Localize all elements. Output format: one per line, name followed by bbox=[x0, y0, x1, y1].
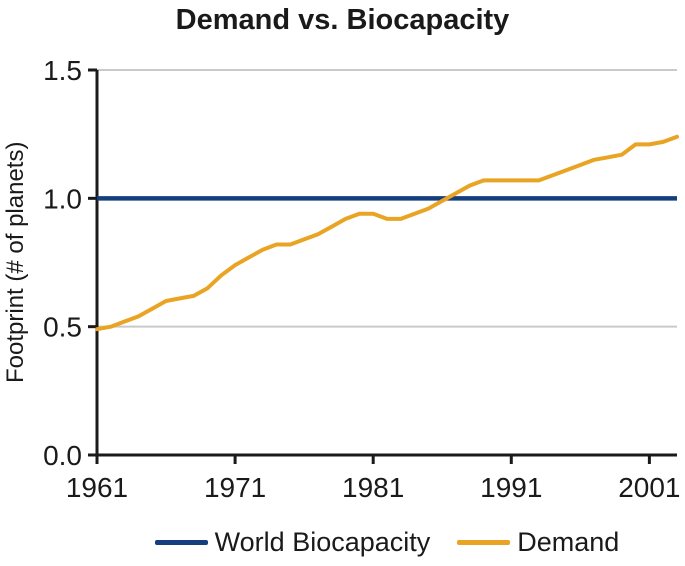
x-tick-label: 2001 bbox=[618, 472, 680, 503]
x-tick-label: 1991 bbox=[480, 472, 542, 503]
legend-item-demand: Demand bbox=[457, 527, 619, 558]
legend-label-world-biocapacity: World Biocapacity bbox=[214, 526, 431, 557]
legend-item-world-biocapacity: World Biocapacity bbox=[154, 526, 431, 558]
y-tick-label: 1.5 bbox=[43, 55, 82, 86]
x-tick-label: 1971 bbox=[204, 472, 266, 503]
x-tick-label: 1981 bbox=[342, 472, 404, 503]
x-tick-label: 1961 bbox=[66, 472, 128, 503]
y-tick-label: 0.5 bbox=[43, 312, 82, 343]
demand-line bbox=[95, 134, 679, 332]
chart-legend: World Biocapacity Demand bbox=[97, 524, 677, 560]
legend-swatch-world-biocapacity-line bbox=[154, 539, 208, 545]
y-tick-label: 1.0 bbox=[43, 183, 82, 214]
y-tick-label: 0.0 bbox=[43, 440, 82, 471]
chart-title: Demand vs. Biocapacity bbox=[175, 4, 510, 36]
legend-swatch-demand-line bbox=[457, 539, 511, 545]
legend-label-demand: Demand bbox=[517, 526, 620, 557]
